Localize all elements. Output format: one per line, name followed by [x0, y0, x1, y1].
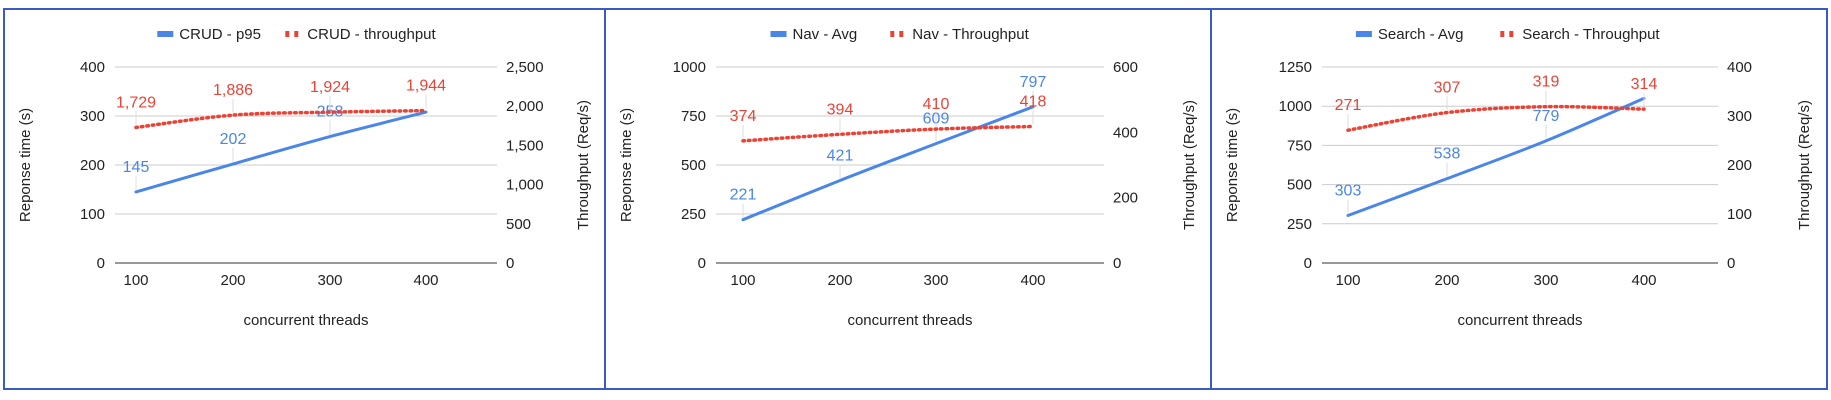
- nav-y2tick-label: 600: [1113, 59, 1138, 76]
- search-data-label: 314: [1631, 76, 1658, 93]
- crud-ytick-label: 400: [80, 59, 105, 76]
- search-ytick-label: 500: [1287, 177, 1312, 194]
- search-y2tick-label: 100: [1727, 206, 1752, 223]
- search-data-label: 307: [1434, 80, 1461, 97]
- chart-panel-search: 0 250 500 750 1000 1250 0 100 200 300 400 100 200 300…: [1210, 8, 1828, 390]
- crud-y-axis-title: Reponse time (s): [17, 108, 34, 222]
- crud-ytick-label: 0: [97, 255, 105, 272]
- crud-xtick-label: 400: [413, 272, 438, 289]
- crud-x-axis-title: concurrent threads: [243, 312, 368, 329]
- nav-data-label: 394: [827, 101, 854, 118]
- search-xtick-label: 400: [1631, 272, 1656, 289]
- nav-xtick-label: 300: [923, 272, 948, 289]
- search-data-label: 779: [1533, 108, 1560, 125]
- search-series-line-response: [1346, 96, 1646, 217]
- search-xtick-label: 100: [1335, 272, 1360, 289]
- search-legend-label: Search - Throughput: [1522, 26, 1660, 43]
- crud-legend-label: CRUD - throughput: [307, 26, 436, 43]
- nav-ytick-label: 0: [698, 255, 706, 272]
- chart-svg-search: 0 250 500 750 1000 1250 0 100 200 300 400 100 200 300…: [1224, 26, 1813, 329]
- nav-legend-label: Nav - Throughput: [912, 26, 1029, 43]
- search-legend-label: Search - Avg: [1378, 26, 1464, 43]
- nav-data-label: 418: [1020, 93, 1047, 110]
- crud-data-label: 202: [220, 131, 247, 148]
- crud-y2-axis-title: Throughput (Req/s): [575, 100, 592, 230]
- nav-data-label: 421: [827, 147, 854, 164]
- crud-y2tick-label: 2,000: [506, 98, 544, 115]
- nav-y-axis-title: Reponse time (s): [618, 108, 635, 222]
- nav-xtick-label: 200: [827, 272, 852, 289]
- chart-svg-crud: 0 100 200 300 400 0 500 1,000 1,500 2,000 2,500 100…: [17, 26, 592, 329]
- crud-data-label: 1,886: [213, 82, 253, 99]
- search-ytick-label: 250: [1287, 216, 1312, 233]
- crud-series-line-throughput: [134, 108, 428, 130]
- crud-data-label: 145: [123, 159, 150, 176]
- nav-legend-label: Nav - Avg: [793, 26, 858, 43]
- nav-data-label: 221: [730, 187, 757, 204]
- nav-y2tick-label: 400: [1113, 124, 1138, 141]
- crud-ytick-label: 100: [80, 206, 105, 223]
- search-xtick-label: 200: [1434, 272, 1459, 289]
- search-y2tick-label: 0: [1727, 255, 1735, 272]
- nav-xtick-label: 400: [1020, 272, 1045, 289]
- nav-data-label: 797: [1020, 74, 1047, 91]
- crud-y2tick-label: 1,500: [506, 137, 544, 154]
- nav-y2tick-label: 0: [1113, 255, 1121, 272]
- search-ytick-label: 1250: [1279, 59, 1312, 76]
- search-y2tick-label: 200: [1727, 157, 1752, 174]
- nav-data-label: 374: [730, 108, 757, 125]
- search-series-line-throughput: [1346, 104, 1646, 132]
- search-xtick-label: 300: [1533, 272, 1558, 289]
- nav-data-label: 410: [923, 96, 950, 113]
- crud-xtick-label: 100: [123, 272, 148, 289]
- nav-xtick-label: 100: [730, 272, 755, 289]
- chart-panel-nav: 0 250 500 750 1000 0 200 400 600 100 200 300 400 conc…: [604, 8, 1212, 390]
- crud-y2tick-label: 2,500: [506, 59, 544, 76]
- nav-ytick-label: 1000: [673, 59, 706, 76]
- crud-data-label: 1,924: [310, 79, 350, 96]
- crud-xtick-label: 200: [220, 272, 245, 289]
- search-y2tick-label: 400: [1727, 59, 1752, 76]
- search-x-axis-title: concurrent threads: [1457, 312, 1582, 329]
- search-data-label: 271: [1335, 97, 1362, 114]
- search-ytick-label: 750: [1287, 137, 1312, 154]
- crud-series-line-response: [134, 110, 428, 194]
- search-y2-axis-title: Throughput (Req/s): [1796, 100, 1813, 230]
- nav-x-axis-title: concurrent threads: [847, 312, 972, 329]
- nav-ytick-label: 250: [681, 206, 706, 223]
- crud-y2tick-label: 1,000: [506, 177, 544, 194]
- search-ytick-label: 0: [1304, 255, 1312, 272]
- crud-ytick-label: 200: [80, 157, 105, 174]
- nav-ytick-label: 500: [681, 157, 706, 174]
- crud-xtick-label: 300: [317, 272, 342, 289]
- crud-ytick-label: 300: [80, 108, 105, 125]
- nav-y2-axis-title: Throughput (Req/s): [1181, 100, 1198, 230]
- nav-series-line-response: [741, 105, 1035, 222]
- crud-data-label: 1,944: [406, 78, 446, 95]
- nav-y2tick-label: 200: [1113, 190, 1138, 207]
- crud-y2tick-label: 0: [506, 255, 514, 272]
- nav-series-line-throughput: [741, 124, 1035, 143]
- search-ytick-label: 1000: [1279, 98, 1312, 115]
- search-y2tick-label: 300: [1727, 108, 1752, 125]
- chart-svg-nav: 0 250 500 750 1000 0 200 400 600 100 200 300 400 conc…: [618, 26, 1198, 329]
- crud-legend-label: CRUD - p95: [179, 26, 261, 43]
- nav-ytick-label: 750: [681, 108, 706, 125]
- crud-data-label: 1,729: [116, 94, 156, 111]
- search-data-label: 319: [1533, 74, 1560, 91]
- search-data-label: 303: [1335, 182, 1362, 199]
- search-data-label: 538: [1434, 146, 1461, 163]
- chart-panel-crud: 0 100 200 300 400 0 500 1,000 1,500 2,000 2,500 100…: [3, 8, 606, 390]
- crud-y2tick-label: 500: [506, 216, 531, 233]
- search-y-axis-title: Reponse time (s): [1224, 108, 1241, 222]
